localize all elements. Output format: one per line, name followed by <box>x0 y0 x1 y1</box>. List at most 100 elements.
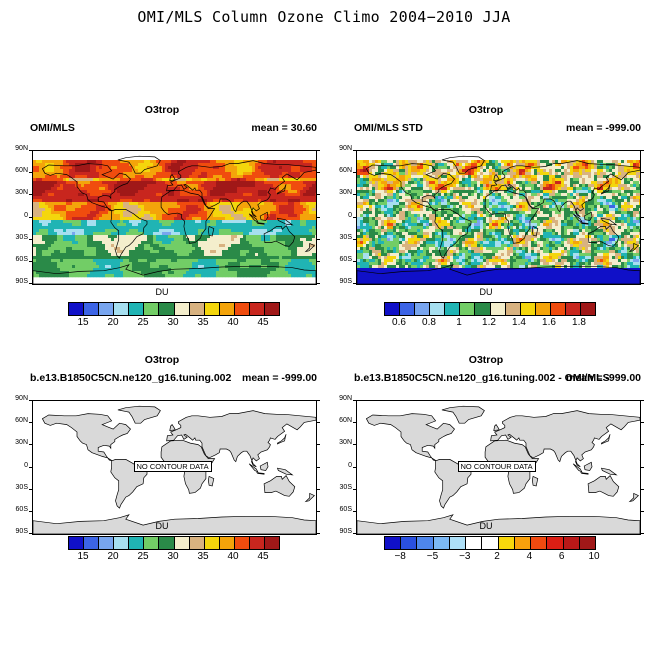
colorbar-swatch <box>249 537 266 549</box>
lat-tick <box>353 238 356 240</box>
colorbar-swatch <box>204 537 220 549</box>
colorbar-swatch <box>550 303 566 315</box>
panel-title: O3trop <box>468 104 504 116</box>
lat-tick-label: 30N <box>339 189 352 197</box>
panel-mean-label: mean = -999.00 <box>565 122 641 134</box>
colorbar-swatch <box>466 537 483 549</box>
colorbar-swatch <box>265 537 280 549</box>
colorbar <box>68 302 280 316</box>
colorbar-units-label: DU <box>479 287 493 297</box>
colorbar-tick-label: 20 <box>107 551 119 562</box>
lat-tick <box>353 216 356 218</box>
colorbar-swatch <box>565 303 582 315</box>
colorbar-swatch <box>189 303 205 315</box>
lat-tick-label: 60S <box>15 255 28 263</box>
lat-tick-right <box>641 422 644 424</box>
lat-tick <box>29 216 32 218</box>
lat-tick-right <box>317 488 320 490</box>
lat-tick <box>29 488 32 490</box>
lat-tick <box>353 444 356 446</box>
lat-tick-right <box>641 238 644 240</box>
colorbar-tick-label: 2 <box>494 551 500 562</box>
colorbar-swatch <box>430 303 446 315</box>
lat-tick-label: 90S <box>339 278 352 285</box>
lat-tick-label: 0 <box>348 211 352 219</box>
colorbar <box>68 536 280 550</box>
lat-tick <box>353 488 356 490</box>
colorbar-swatch <box>514 537 532 549</box>
colorbar-units-label: DU <box>155 287 169 297</box>
coastlines <box>357 405 640 534</box>
colorbar-swatch <box>114 303 130 315</box>
lat-tick <box>353 172 356 174</box>
colorbar-swatch <box>84 537 100 549</box>
lat-tick <box>29 533 32 534</box>
colorbar-tick-label: 35 <box>197 551 209 562</box>
lat-tick-label: 60S <box>339 255 352 263</box>
lat-tick <box>353 194 356 196</box>
lat-tick-right <box>317 172 320 174</box>
lat-tick-label: 30S <box>15 233 28 241</box>
lat-tick-right <box>317 194 320 196</box>
colorbar-swatch <box>563 537 580 549</box>
lat-tick <box>29 150 32 151</box>
colorbar-tick-label: 4 <box>526 551 533 562</box>
lat-tick <box>353 260 356 262</box>
lat-tick-right <box>317 216 320 218</box>
lat-tick-label: 0 <box>348 461 352 469</box>
colorbar-swatch <box>99 537 115 549</box>
colorbar-swatch <box>505 303 521 315</box>
colorbar-tick-label: 1 <box>456 317 462 328</box>
colorbar-swatch <box>129 537 145 549</box>
lat-tick <box>29 444 32 446</box>
coastlines <box>33 405 316 534</box>
colorbar-swatch <box>531 537 548 549</box>
colorbar-tick-label: −8 <box>394 551 406 562</box>
lat-tick-right <box>641 466 644 468</box>
colorbar-tick-label: 0.6 <box>392 317 406 328</box>
panel-difference: O3trop b.e13.B1850C5CN.ne120_g16.tuning.0… <box>324 354 648 594</box>
colorbar-tick-label: −3 <box>459 551 471 562</box>
colorbar-swatch <box>114 537 130 549</box>
lat-tick-right <box>641 260 644 262</box>
lat-tick-label: 90S <box>15 528 28 535</box>
panel-model: O3trop b.e13.B1850C5CN.ne120_g16.tuning.0… <box>0 354 324 594</box>
colorbar-swatch <box>69 303 85 315</box>
lat-tick-label: 90N <box>339 395 352 402</box>
lat-tick-right <box>641 172 644 174</box>
map-plot <box>356 150 641 285</box>
panel-omi-mls-std: O3trop OMI/MLS STD mean = -999.00 90N 60N 30N… <box>324 104 648 344</box>
lat-tick <box>29 283 32 284</box>
lat-tick-label: 0 <box>24 211 28 219</box>
colorbar-tick-label: 30 <box>167 317 179 328</box>
lat-tick-label: 90N <box>15 145 28 152</box>
colorbar-swatch <box>144 537 160 549</box>
colorbar-swatch <box>498 537 515 549</box>
lat-tick <box>29 172 32 174</box>
lat-tick-label: 30N <box>339 439 352 447</box>
colorbar-swatch <box>581 303 596 315</box>
colorbar-tick-label: 1.6 <box>542 317 556 328</box>
colorbar-swatch <box>400 303 416 315</box>
colorbar-swatch <box>265 303 280 315</box>
colorbar-tick-label: 1.2 <box>482 317 496 328</box>
lat-tick-right <box>317 400 320 401</box>
lat-tick-label: 30N <box>15 189 28 197</box>
colorbar-swatch <box>174 303 190 315</box>
lat-tick-right <box>641 510 644 512</box>
lat-tick <box>29 194 32 196</box>
colorbar-tick-label: 20 <box>107 317 119 328</box>
lat-tick-label: 30S <box>339 233 352 241</box>
colorbar-swatch <box>204 303 220 315</box>
colorbar-swatch <box>385 537 402 549</box>
colorbar-swatch <box>189 537 205 549</box>
colorbar-tick-label: 45 <box>257 551 269 562</box>
colorbar-tick-label: 0.8 <box>422 317 436 328</box>
colorbar-swatch <box>159 537 175 549</box>
colorbar-swatch <box>69 537 85 549</box>
lat-tick-right <box>641 444 644 446</box>
lat-tick <box>353 466 356 468</box>
lat-tick-label: 90N <box>15 395 28 402</box>
colorbar-tick-label: 1.8 <box>572 317 586 328</box>
map-svg <box>33 405 316 534</box>
